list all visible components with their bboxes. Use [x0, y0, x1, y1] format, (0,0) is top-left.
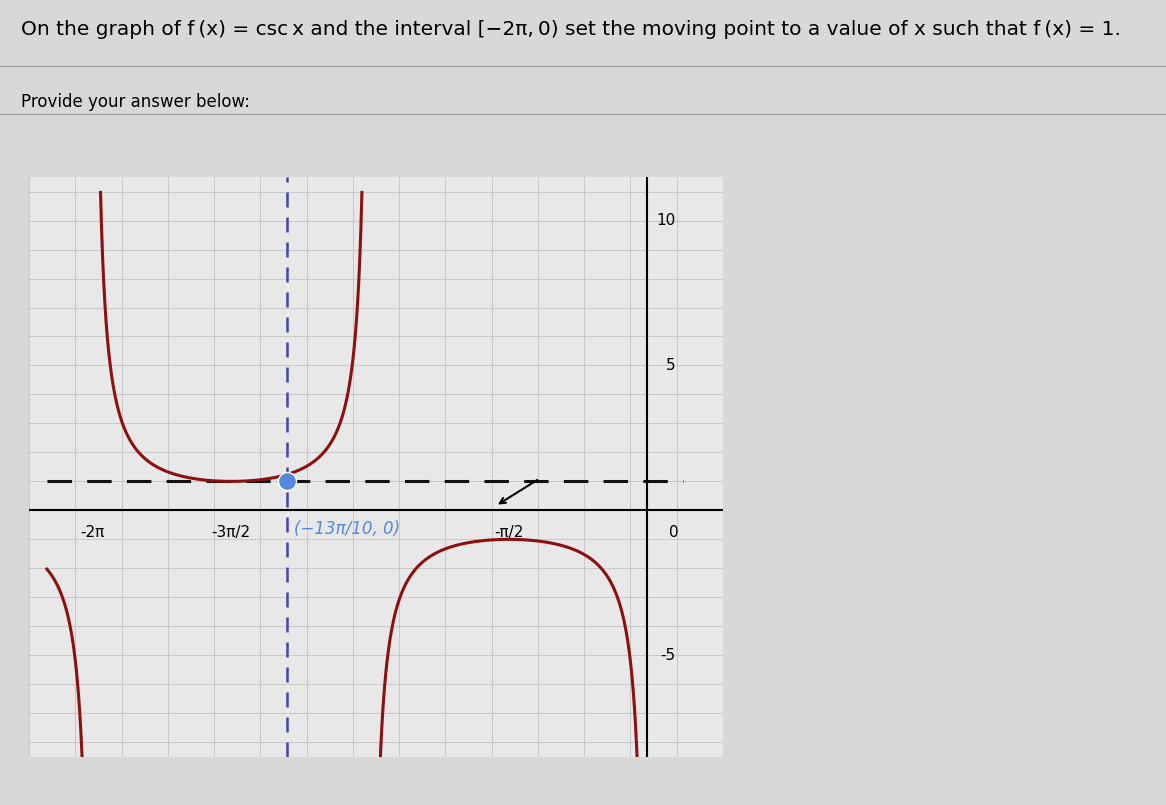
Text: -5: -5 — [661, 648, 676, 663]
Text: -2π: -2π — [80, 525, 105, 540]
Text: Provide your answer below:: Provide your answer below: — [21, 93, 250, 110]
Text: -3π/2: -3π/2 — [212, 525, 251, 540]
Text: On the graph of f (x) = csc x and the interval [−2π, 0) set the moving point to : On the graph of f (x) = csc x and the in… — [21, 20, 1121, 39]
Text: 10: 10 — [656, 213, 676, 228]
Text: 0: 0 — [669, 525, 679, 540]
Text: (−13π/10, 0): (−13π/10, 0) — [294, 519, 400, 538]
Text: -π/2: -π/2 — [494, 525, 524, 540]
Text: 5: 5 — [666, 358, 676, 373]
